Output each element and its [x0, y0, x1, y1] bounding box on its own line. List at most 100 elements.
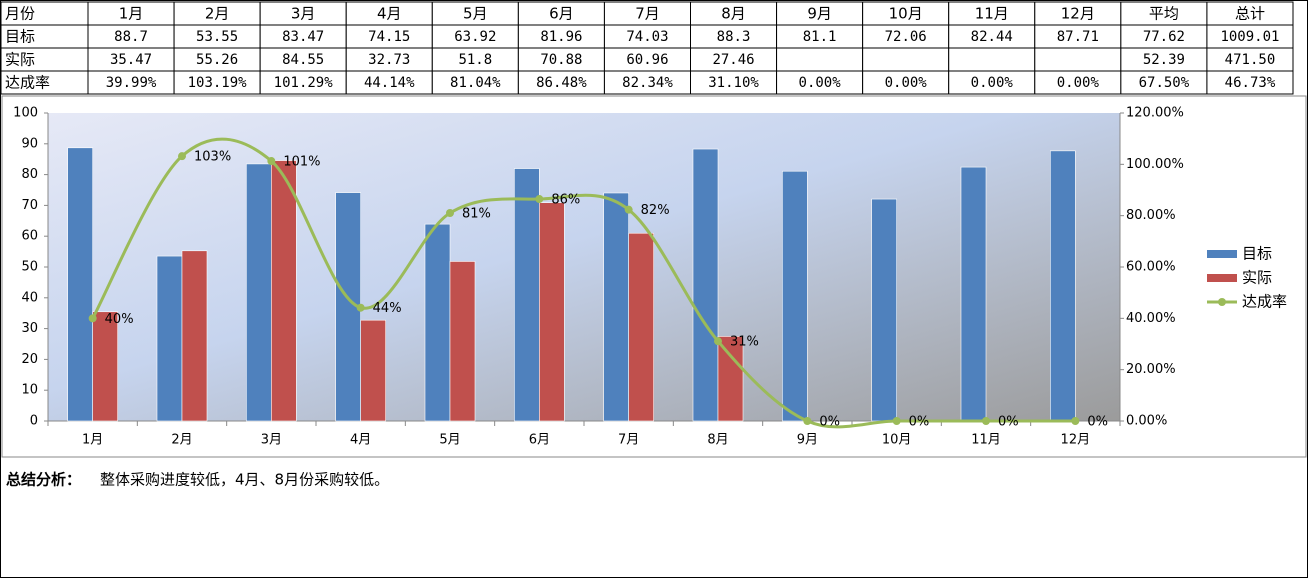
bar — [424, 223, 451, 422]
legend-label: 实际 — [1242, 269, 1272, 287]
summary-text: 整体采购进度较低，4月、8月份采购较低。 — [100, 471, 389, 489]
cell-text: 0.00% — [799, 75, 842, 91]
bar — [67, 147, 93, 422]
header-cell-text: 7月 — [635, 5, 660, 23]
line-marker — [624, 205, 633, 214]
cell-text: 44.14% — [364, 75, 415, 91]
bar — [782, 170, 808, 422]
table-cell — [776, 47, 864, 72]
cell-text: 35.47 — [110, 52, 152, 68]
y-tick-label: 60 — [21, 229, 38, 244]
header-cell-text: 1月 — [119, 5, 144, 23]
y-tick-label: 90 — [21, 136, 38, 151]
y2-tick-label: 100.00% — [1126, 157, 1184, 172]
y-tick-label: 50 — [21, 260, 38, 275]
cell-text: 0.00% — [885, 75, 928, 91]
bar — [335, 192, 361, 422]
data-label: 31% — [730, 335, 759, 350]
bar — [514, 168, 540, 422]
line-marker — [892, 417, 901, 425]
cell-text: 31.10% — [708, 75, 759, 91]
data-label: 82% — [641, 203, 670, 218]
cell-text: 46.73% — [1225, 75, 1276, 91]
cell-text: 82.44 — [971, 29, 1013, 45]
y2-tick-label: 20.00% — [1126, 362, 1176, 377]
cell-text: 70.88 — [540, 52, 582, 68]
x-tick-label: 5月 — [439, 433, 460, 448]
x-tick-label: 3月 — [261, 433, 282, 448]
cell-text: 63.92 — [454, 29, 496, 45]
cell-text: 53.55 — [196, 29, 238, 45]
bar — [271, 160, 297, 422]
line-marker — [982, 417, 990, 425]
y-tick-label: 20 — [21, 352, 38, 367]
bar — [628, 232, 654, 422]
x-tick-label: 12月 — [1061, 433, 1091, 448]
cell-text: 81.04% — [450, 75, 501, 91]
line-marker — [267, 157, 276, 166]
bar — [1050, 150, 1076, 422]
plot-area — [48, 113, 1120, 421]
bar — [181, 250, 208, 422]
y-tick-label: 10 — [21, 383, 38, 398]
data-label: 81% — [462, 206, 491, 221]
line-marker — [88, 314, 97, 323]
cell-text: 81.1 — [803, 29, 837, 45]
cell-text: 达成率 — [5, 74, 50, 92]
cell-text: 72.06 — [885, 29, 927, 45]
y2-tick-label: 40.00% — [1126, 311, 1176, 326]
data-label: 40% — [105, 312, 134, 327]
cell-text: 0.00% — [1057, 75, 1100, 91]
cell-text: 82.34% — [622, 75, 673, 91]
cell-text: 88.3 — [717, 29, 751, 45]
y-tick-label: 80 — [21, 167, 38, 182]
x-tick-label: 4月 — [350, 433, 371, 448]
legend-label: 目标 — [1242, 245, 1272, 263]
bar — [960, 166, 987, 422]
y2-tick-label: 80.00% — [1126, 208, 1176, 223]
header-cell-text: 3月 — [291, 5, 316, 23]
line-marker — [535, 195, 544, 204]
data-label: 0% — [819, 415, 840, 430]
x-tick-label: 10月 — [882, 433, 912, 448]
bar — [449, 261, 476, 422]
table-cell — [1206, 70, 1294, 95]
line-marker — [803, 417, 812, 425]
cell-text: 87.71 — [1057, 29, 1099, 45]
x-tick-label: 1月 — [82, 433, 103, 448]
table-cell — [862, 47, 950, 72]
x-tick-label: 9月 — [797, 433, 818, 448]
bar — [603, 192, 629, 422]
header-cell-text: 6月 — [549, 5, 574, 23]
cell-text: 51.8 — [458, 52, 492, 68]
bar — [871, 198, 897, 422]
y-tick-label: 0 — [30, 414, 38, 429]
cell-text: 目标 — [5, 28, 35, 46]
cell-text: 52.39 — [1143, 52, 1185, 68]
table-cell — [1034, 47, 1122, 72]
line-marker — [446, 208, 454, 217]
cell-text: 实际 — [5, 51, 35, 69]
cell-text: 32.73 — [368, 52, 410, 68]
line-marker — [178, 152, 186, 161]
data-label: 44% — [373, 301, 402, 316]
line-marker — [714, 337, 722, 346]
header-cell-text: 5月 — [463, 5, 488, 23]
legend-label: 达成率 — [1242, 293, 1287, 311]
cell-text: 74.03 — [626, 29, 668, 45]
bar — [717, 336, 744, 422]
y-tick-label: 40 — [21, 290, 38, 305]
data-label: 0% — [998, 415, 1019, 430]
data-label: 86% — [551, 193, 580, 208]
data-label: 103% — [194, 150, 231, 165]
y-tick-label: 70 — [21, 198, 38, 213]
cell-text: 84.55 — [282, 52, 324, 68]
cell-text: 60.96 — [626, 52, 668, 68]
cell-text: 39.99% — [106, 75, 157, 91]
cell-text: 83.47 — [282, 29, 324, 45]
x-tick-label: 8月 — [707, 433, 728, 448]
header-cell-text: 10月 — [889, 5, 923, 23]
bar — [360, 319, 386, 422]
x-tick-label: 2月 — [171, 433, 192, 448]
legend-swatch — [1218, 298, 1226, 306]
